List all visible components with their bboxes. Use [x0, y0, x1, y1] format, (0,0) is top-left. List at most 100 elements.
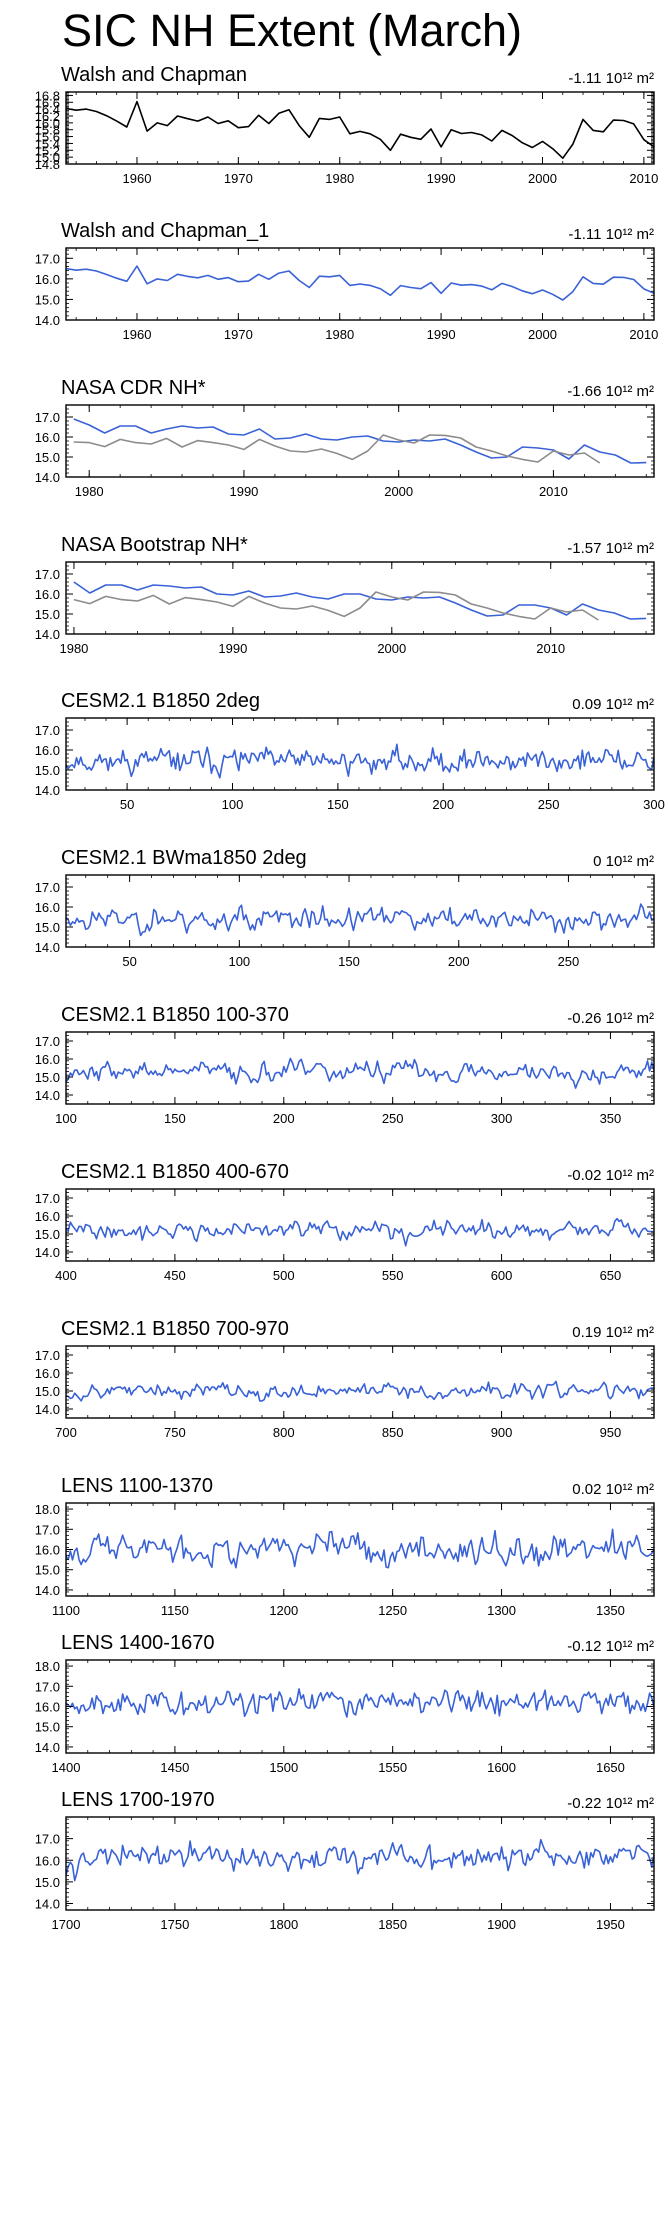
series-line-1 [66, 100, 654, 159]
x-tick-label: 2010 [629, 171, 658, 186]
x-tick-label: 1990 [229, 484, 258, 499]
chart-panel-1: Walsh and Chapman -1.11 10¹² m²14.815.015… [35, 64, 659, 186]
chart-panel-11: LENS 1400-1670 -0.12 10¹² m² 14.0 15.0 16.0 1… [35, 1632, 655, 1775]
x-tick-label: 1900 [487, 1917, 516, 1932]
series-line-1 [66, 1838, 654, 1882]
series-line-1 [66, 1217, 654, 1247]
y-tick-label: 17.0 [35, 723, 60, 738]
trend-value: -1.57 [567, 540, 601, 557]
trend-units: 10¹² m² [602, 696, 655, 713]
x-tick-label: 1350 [596, 1603, 625, 1618]
y-tick-label: 16.0 [35, 900, 60, 915]
chart-title: LENS 1400-1670 [61, 1632, 214, 1654]
chart-panel-3: NASA CDR NH* -1.66 10¹² m² 14.0 15.0 16.0 17.… [35, 377, 655, 499]
trend-units: 10¹² m² [602, 1638, 655, 1655]
trend-units: 10¹² m² [602, 70, 655, 87]
x-tick-label: 1800 [269, 1917, 298, 1932]
y-tick-label: 15.0 [35, 1227, 60, 1242]
x-tick-label: 1980 [59, 641, 88, 656]
y-tick-label: 14.0 [35, 1897, 60, 1912]
chart-title: Walsh and Chapman [61, 64, 247, 86]
series-line-1 [66, 1528, 654, 1569]
trend-label: -1.57 10¹² m² [567, 540, 654, 557]
plot-frame [65, 404, 655, 478]
y-tick-label: 15.4 [35, 136, 60, 151]
x-tick-label: 650 [600, 1268, 622, 1283]
x-tick-label: 800 [273, 1425, 295, 1440]
chart-title: NASA CDR NH* [61, 377, 206, 399]
x-tick-label: 1150 [161, 1603, 189, 1618]
y-tick-label: 15.0 [35, 150, 60, 165]
y-tick-label: 14.0 [35, 470, 60, 485]
trend-value: 0.09 [572, 696, 601, 713]
y-tick-label: 15.0 [35, 1563, 60, 1578]
chart-title: CESM2.1 BWma1850 2deg [61, 847, 307, 869]
y-tick-label: 14.0 [35, 1402, 60, 1417]
trend-label: -0.12 10¹² m² [567, 1638, 654, 1655]
chart-panel-6: CESM2.1 BWma1850 2deg 0 10¹² m² 14.0 15.0 16… [35, 847, 655, 969]
series-line-1 [73, 418, 647, 464]
series-line-1 [66, 1380, 654, 1402]
x-tick-label: 300 [491, 1111, 513, 1126]
trend-label: -0.22 10¹² m² [567, 1795, 654, 1812]
trend-label: 0.09 10¹² m² [572, 696, 654, 713]
chart-title: CESM2.1 B1850 400-670 [61, 1161, 289, 1183]
plot-frame [65, 1659, 655, 1754]
trend-label: -1.11 10¹² m² [568, 70, 654, 87]
x-tick-label: 2000 [528, 171, 557, 186]
x-tick-label: 750 [164, 1425, 186, 1440]
y-tick-label: 18.0 [35, 1659, 60, 1674]
x-tick-label: 100 [228, 954, 250, 969]
y-tick-label: 16.0 [35, 430, 60, 445]
chart-panel-12: LENS 1700-1970 -0.22 10¹² m² 14.0 15.0 16.0 1… [35, 1789, 655, 1932]
chart-panel-5: CESM2.1 B1850 2deg 0.09 10¹² m² 14.0 15.0 16… [35, 690, 665, 812]
x-tick-label: 150 [338, 954, 360, 969]
y-tick-label: 17.0 [35, 1191, 60, 1206]
series-line-1 [73, 581, 647, 620]
x-tick-label: 1500 [269, 1760, 298, 1775]
x-tick-label: 1960 [123, 327, 152, 342]
x-tick-label: 1970 [224, 327, 253, 342]
chart-panel-2: Walsh and Chapman_1 -1.11 10¹² m² 14.0 15.0… [35, 220, 659, 342]
y-tick-label: 16.4 [35, 102, 60, 117]
chart-title: LENS 1100-1370 [61, 1475, 213, 1497]
x-tick-label: 1450 [160, 1760, 189, 1775]
trend-label: -0.26 10¹² m² [567, 1010, 654, 1027]
x-tick-label: 900 [491, 1425, 513, 1440]
y-tick-label: 15.0 [35, 292, 60, 307]
y-tick-label: 15.0 [35, 607, 60, 622]
trend-value: -0.26 [567, 1010, 601, 1027]
x-tick-label: 1850 [378, 1917, 407, 1932]
trend-units: 10¹² m² [602, 1324, 655, 1341]
trend-label: 0.02 10¹² m² [572, 1481, 654, 1498]
trend-units: 10¹² m² [602, 540, 655, 557]
chart-panel-9: CESM2.1 B1850 700-970 0.19 10¹² m² 14.0 15.… [35, 1318, 655, 1440]
series-line-2 [73, 434, 601, 464]
trend-label: -0.02 10¹² m² [567, 1167, 654, 1184]
x-tick-label: 1250 [378, 1603, 407, 1618]
x-tick-label: 1950 [596, 1917, 625, 1932]
x-tick-label: 700 [55, 1425, 77, 1440]
series-line-1 [66, 1057, 654, 1089]
x-tick-label: 2010 [539, 484, 568, 499]
x-tick-label: 200 [448, 954, 470, 969]
y-tick-label: 16.0 [35, 116, 60, 131]
trend-units: 10¹² m² [602, 226, 655, 243]
x-tick-label: 2010 [629, 327, 658, 342]
x-tick-label: 850 [382, 1425, 404, 1440]
y-tick-label: 16.0 [35, 1543, 60, 1558]
x-tick-label: 2010 [536, 641, 565, 656]
y-tick-label: 14.0 [35, 1583, 60, 1598]
x-tick-label: 250 [538, 797, 560, 812]
x-tick-label: 350 [600, 1111, 622, 1126]
trend-units: 10¹² m² [602, 383, 655, 400]
x-tick-label: 2000 [384, 484, 413, 499]
x-tick-label: 1980 [325, 171, 354, 186]
trend-units: 10¹² m² [602, 1795, 655, 1812]
y-tick-label: 17.0 [35, 1679, 60, 1694]
y-tick-label: 17.0 [35, 1348, 60, 1363]
y-tick-label: 15.0 [35, 1070, 60, 1085]
chart-panel-8: CESM2.1 B1850 400-670 -0.02 10¹² m² 14.0 15… [35, 1161, 655, 1283]
plot-frame [65, 717, 655, 791]
